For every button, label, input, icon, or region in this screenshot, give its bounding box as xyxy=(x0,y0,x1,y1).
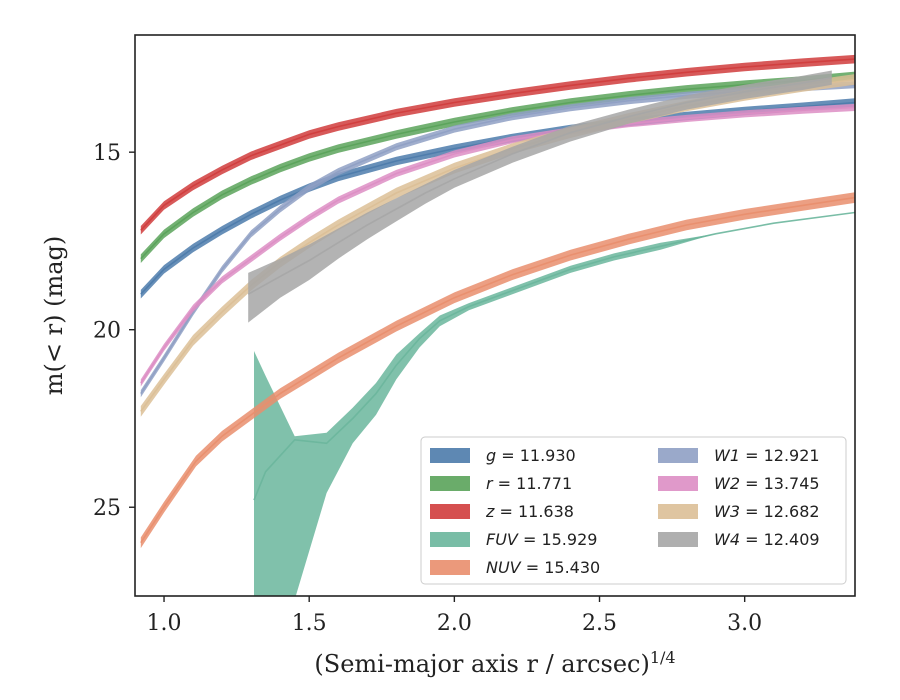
x-ticks: 1.0 1.5 2.0 2.5 3.0 xyxy=(147,596,762,636)
legend-label: r = 11.771 xyxy=(486,474,572,493)
legend-label: W1 = 12.921 xyxy=(714,446,820,465)
series-band-fuv xyxy=(254,212,855,596)
series-g xyxy=(140,98,855,299)
legend-entry-fuv: FUV = 15.929 xyxy=(430,530,597,549)
legend-swatch xyxy=(658,504,698,519)
legend-entry-r: r = 11.771 xyxy=(430,474,572,493)
series-line-z xyxy=(140,58,855,231)
legend-label: FUV = 15.929 xyxy=(486,530,597,549)
legend-swatch xyxy=(658,448,698,463)
y-axis-label: m(< r) (mag) xyxy=(40,236,68,395)
plot-frame xyxy=(134,34,856,597)
series-w2 xyxy=(140,103,855,387)
legend-entry-w2: W2 = 13.745 xyxy=(658,474,820,493)
y-ticks: 15 20 25 xyxy=(93,141,135,521)
series-line-nuv xyxy=(140,196,855,544)
x-tick-label: 2.5 xyxy=(582,611,617,636)
legend-swatch xyxy=(430,560,470,575)
series-nuv xyxy=(140,192,855,549)
legend-entry-nuv: NUV = 15.430 xyxy=(430,558,600,577)
legend-label: NUV = 15.430 xyxy=(486,558,600,577)
series-z xyxy=(140,54,855,235)
series-line-r xyxy=(140,75,855,260)
legend-swatch xyxy=(430,448,470,463)
legend-swatch xyxy=(658,476,698,491)
legend-entry-g: g = 11.930 xyxy=(430,446,576,465)
legend-entry-w1: W1 = 12.921 xyxy=(658,446,820,465)
y-tick-label: 15 xyxy=(93,141,121,166)
x-tick-label: 3.0 xyxy=(727,611,762,636)
legend-label: W3 = 12.682 xyxy=(714,502,820,521)
legend-swatch xyxy=(430,532,470,547)
legend-entry-w4: W4 = 12.409 xyxy=(658,530,820,549)
series-fuv xyxy=(253,211,855,596)
legend-label: W2 = 13.745 xyxy=(714,474,820,493)
series-w4 xyxy=(247,70,832,323)
legend-label: W4 = 12.409 xyxy=(714,530,820,549)
legend: g = 11.930 r = 11.771 z = 11.638 FUV = 15.9… xyxy=(420,436,847,585)
series-r xyxy=(140,71,855,263)
series-line-w3 xyxy=(140,78,855,412)
series-layer xyxy=(140,54,855,596)
x-tick-label: 2.0 xyxy=(437,611,472,636)
legend-swatch xyxy=(658,532,698,547)
series-line-g xyxy=(140,101,855,295)
series-band-w3 xyxy=(140,74,855,417)
series-line-fuv xyxy=(253,211,855,501)
x-tick-label: 1.5 xyxy=(292,611,327,636)
legend-swatch xyxy=(430,504,470,519)
y-tick-label: 20 xyxy=(93,319,121,344)
y-tick-label: 25 xyxy=(93,496,121,521)
series-w3 xyxy=(140,74,855,417)
series-line-w4 xyxy=(247,76,832,295)
legend-box xyxy=(420,436,847,585)
legend-entry-w3: W3 = 12.682 xyxy=(658,502,820,521)
series-band-g xyxy=(140,98,855,299)
legend-label: g = 11.930 xyxy=(486,446,576,465)
legend-swatch xyxy=(430,476,470,491)
series-band-w2 xyxy=(140,103,855,387)
series-w1 xyxy=(140,81,855,398)
x-axis-label: (Semi-major axis r / arcsec)1/4 xyxy=(314,648,675,678)
x-tick-label: 1.0 xyxy=(147,611,182,636)
legend-entry-z: z = 11.638 xyxy=(430,502,574,521)
legend-label: z = 11.638 xyxy=(485,502,574,521)
series-line-w2 xyxy=(140,106,855,384)
series-band-w1 xyxy=(140,81,855,398)
series-band-z xyxy=(140,54,855,235)
